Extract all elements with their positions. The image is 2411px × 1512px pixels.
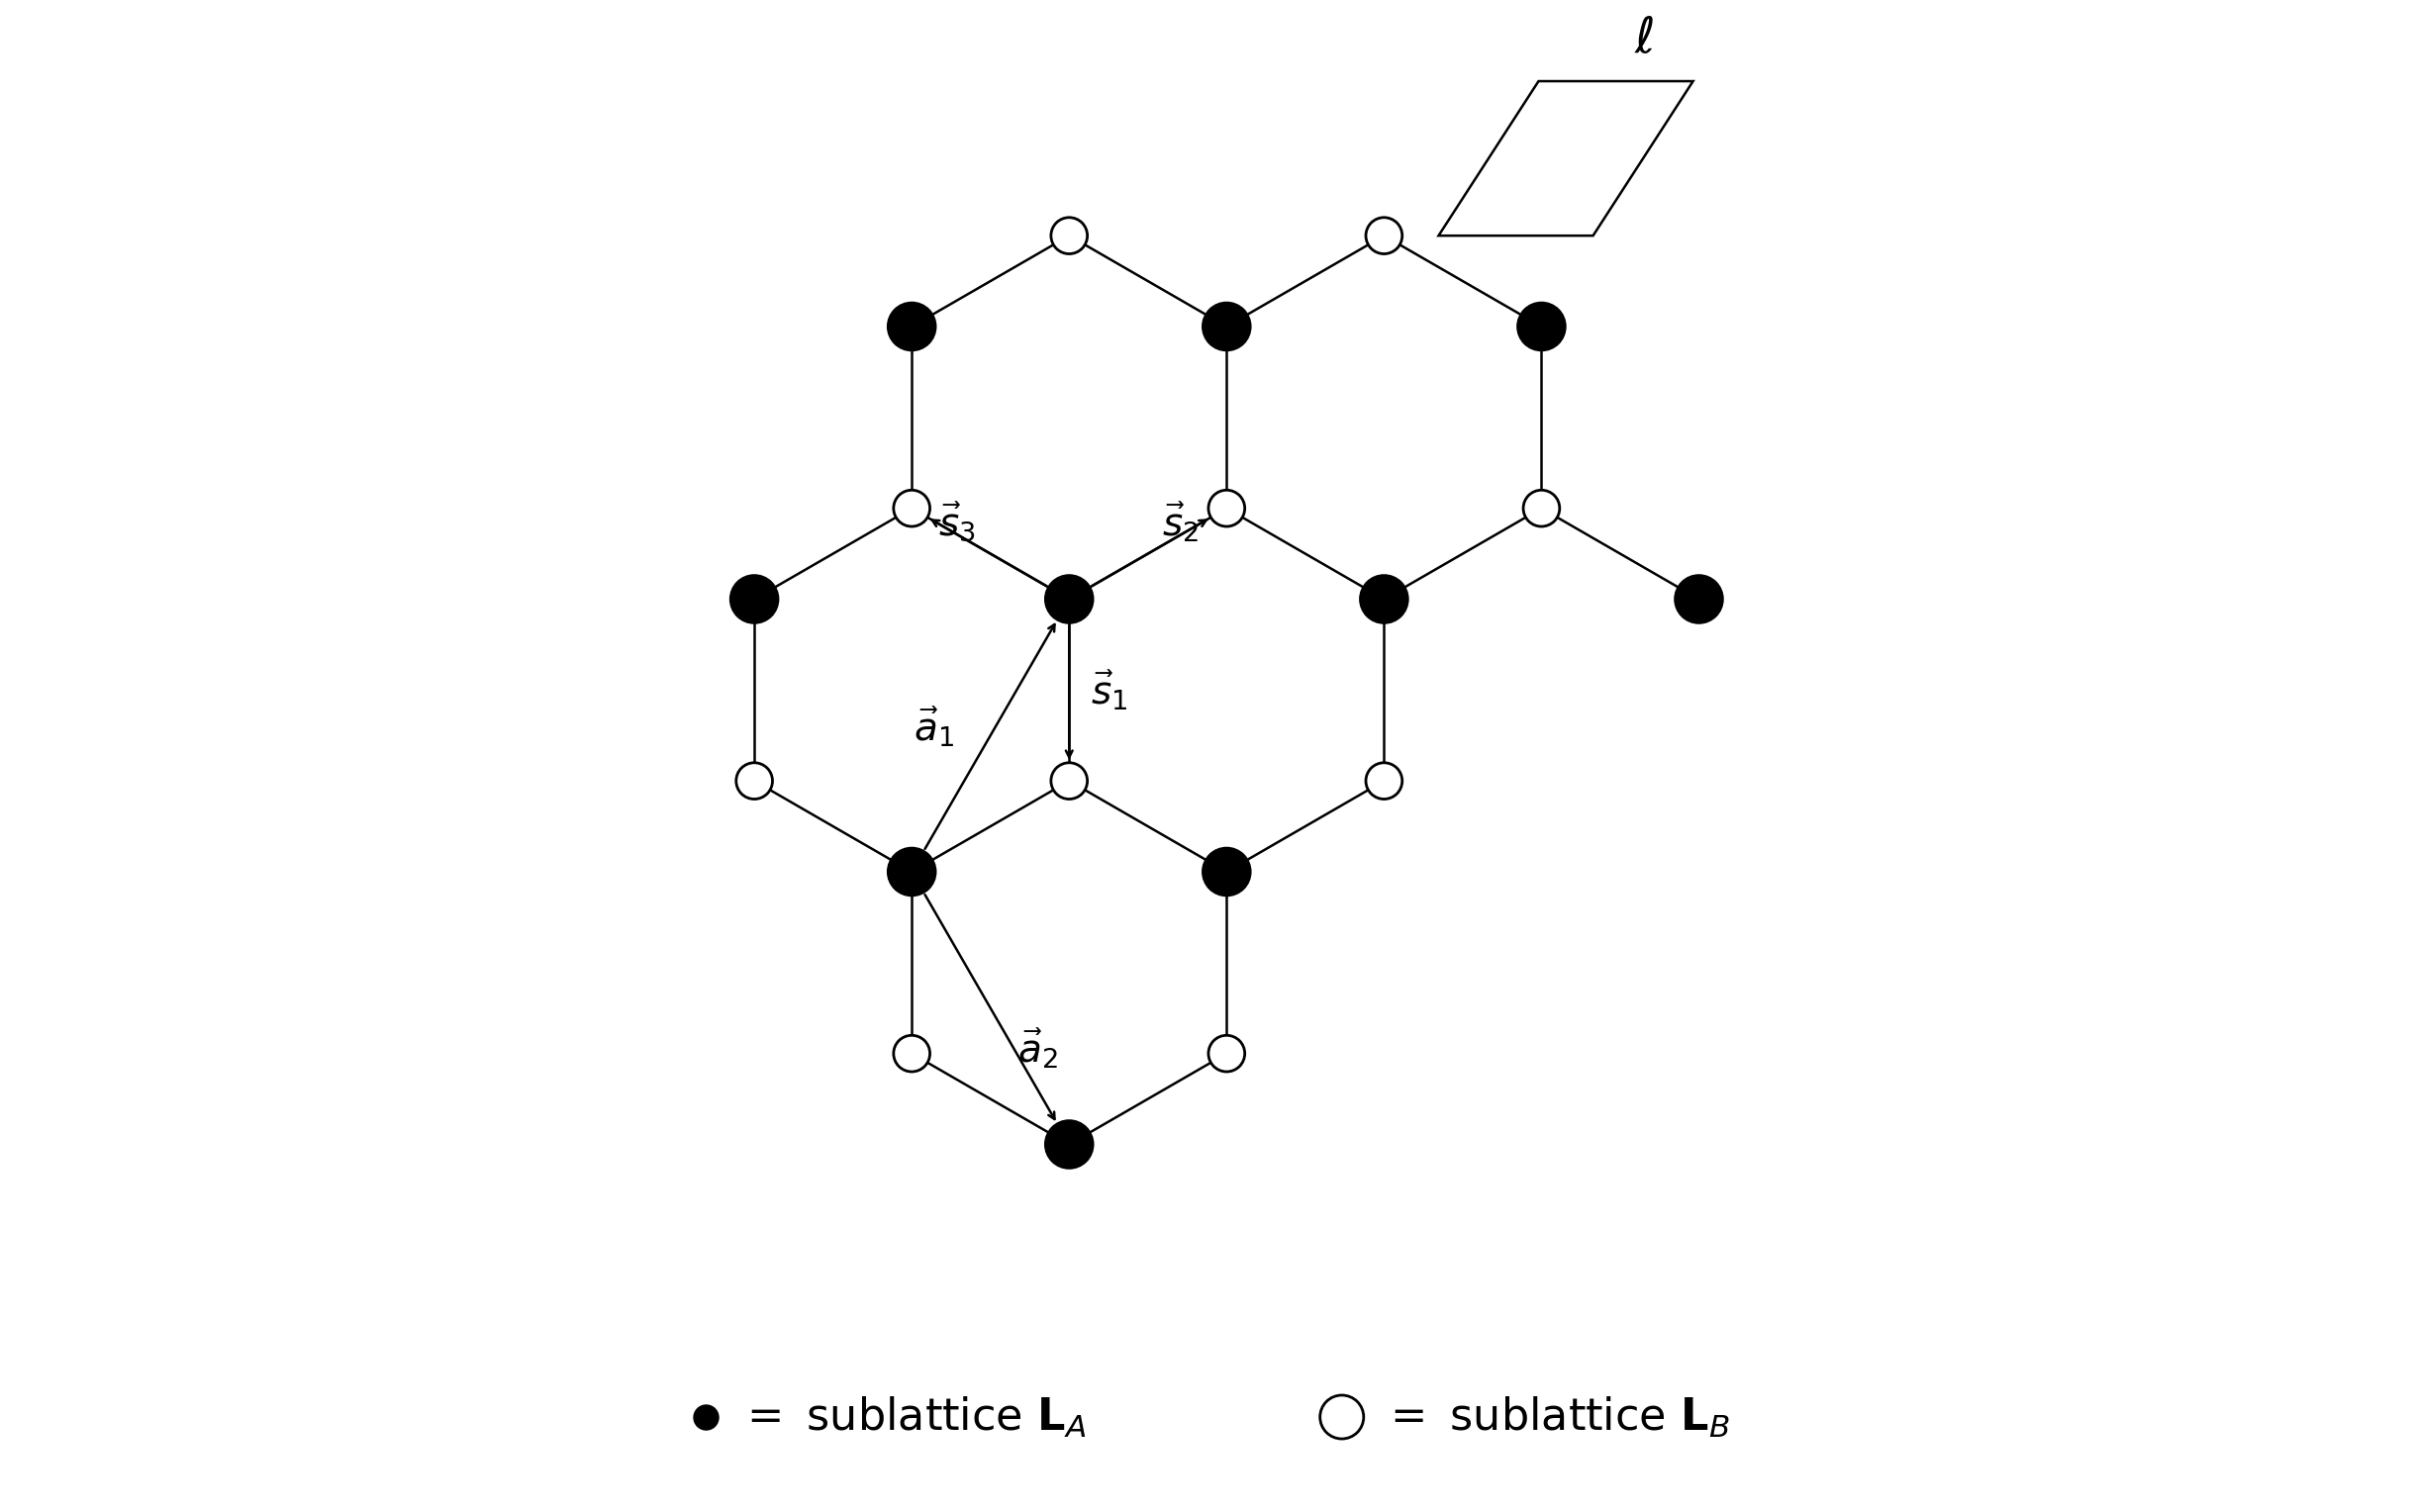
Text: $\vec{s}_1$: $\vec{s}_1$ [1090,668,1128,712]
Circle shape [1519,302,1565,351]
FancyArrowPatch shape [926,895,1054,1119]
Circle shape [1051,762,1087,798]
Text: $\vec{s}_2$: $\vec{s}_2$ [1162,500,1198,544]
Circle shape [894,490,931,526]
Circle shape [1367,762,1403,798]
Circle shape [1051,218,1087,254]
FancyArrowPatch shape [1092,520,1206,587]
Circle shape [1208,490,1244,526]
FancyArrowPatch shape [1066,626,1073,758]
Circle shape [1676,576,1721,623]
Circle shape [1046,576,1092,623]
Circle shape [731,576,779,623]
Text: $\vec{a}_2$: $\vec{a}_2$ [1017,1027,1058,1070]
Text: $=$ sublattice $\mathbf{L}_B$: $=$ sublattice $\mathbf{L}_B$ [1382,1394,1729,1439]
Circle shape [735,762,772,798]
Circle shape [1360,576,1408,623]
Circle shape [1367,218,1403,254]
Circle shape [1208,1036,1244,1072]
Circle shape [887,848,935,895]
Text: $\vec{s}_3$: $\vec{s}_3$ [938,500,976,544]
Circle shape [894,1036,931,1072]
Circle shape [1203,302,1251,351]
Circle shape [1203,848,1251,895]
Text: $\vec{a}_1$: $\vec{a}_1$ [914,705,955,748]
Circle shape [1321,1396,1365,1439]
Circle shape [1046,1120,1092,1167]
Text: $=$ sublattice $\mathbf{L}_A$: $=$ sublattice $\mathbf{L}_A$ [738,1394,1085,1439]
Text: $\ell$: $\ell$ [1635,14,1654,64]
Circle shape [887,302,935,351]
Circle shape [1524,490,1560,526]
FancyArrowPatch shape [926,624,1054,848]
FancyArrowPatch shape [933,520,1046,587]
